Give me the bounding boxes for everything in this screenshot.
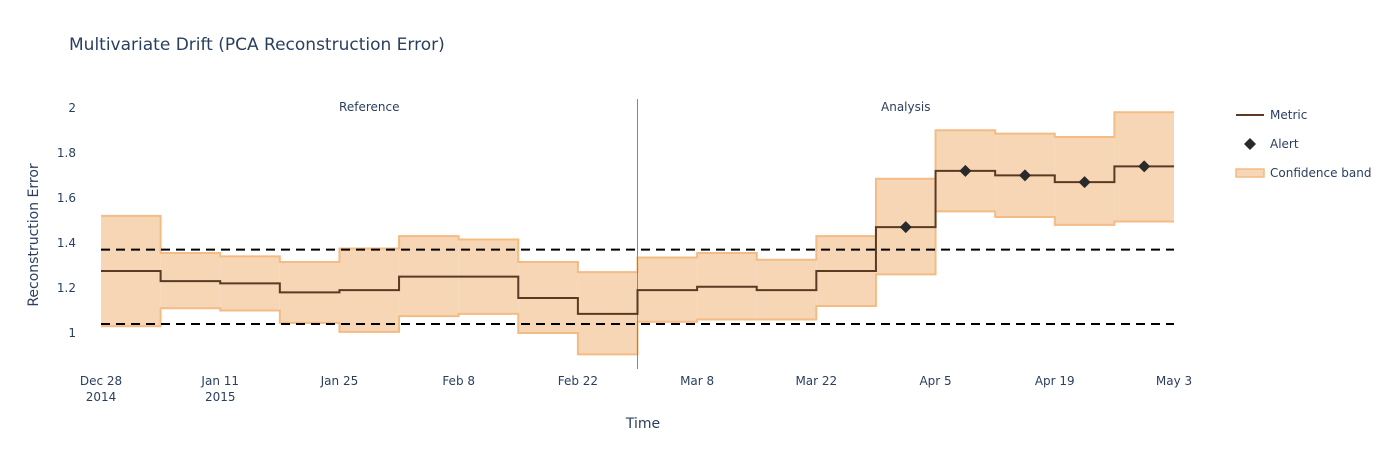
y-tick-label: 1 <box>68 326 76 340</box>
y-tick-label: 2 <box>68 101 76 115</box>
x-axis-title: Time <box>625 416 660 432</box>
alert-marker <box>1138 160 1151 173</box>
y-tick-label: 1.4 <box>57 236 76 250</box>
legend[interactable]: Metric Alert Confidence band <box>1235 108 1371 180</box>
legend-label-metric: Metric <box>1270 108 1307 122</box>
x-tick-sublabel: 2014 <box>86 390 117 404</box>
alert-marker <box>899 221 912 234</box>
legend-swatch-alert <box>1244 138 1256 150</box>
x-tick-label: Apr 19 <box>1035 374 1075 388</box>
x-tick-sublabel: 2015 <box>205 390 236 404</box>
period-labels: Reference Analysis <box>339 100 930 114</box>
legend-label-confidence-band: Confidence band <box>1270 166 1371 180</box>
y-axis-ticks: 1 1.2 1.4 1.6 1.8 2 <box>57 101 76 340</box>
alert-marker <box>959 164 972 177</box>
x-tick-label: Mar 22 <box>795 374 837 388</box>
x-tick-label: Dec 28 <box>80 374 122 388</box>
alert-marker <box>1078 176 1091 189</box>
y-tick-label: 1.8 <box>57 146 76 160</box>
x-tick-label: May 3 <box>1156 374 1192 388</box>
x-tick-label: Feb 22 <box>558 374 598 388</box>
x-tick-label: Apr 5 <box>919 374 951 388</box>
y-tick-label: 1.6 <box>57 191 76 205</box>
metric-line <box>101 165 1174 315</box>
plot-area <box>101 99 1174 369</box>
chart-title: Multivariate Drift (PCA Reconstruction E… <box>69 35 445 55</box>
alert-marker <box>1018 169 1031 182</box>
x-tick-label: Jan 25 <box>320 374 359 388</box>
x-tick-label: Feb 8 <box>442 374 475 388</box>
y-axis-title: Reconstruction Error <box>26 163 42 307</box>
legend-label-alert: Alert <box>1270 137 1299 151</box>
x-tick-label: Jan 11 <box>200 374 239 388</box>
x-tick-label: Mar 8 <box>680 374 714 388</box>
period-label: Analysis <box>881 100 930 114</box>
legend-swatch-confidence-band <box>1235 168 1265 178</box>
y-tick-label: 1.2 <box>57 281 76 295</box>
x-axis-ticks: Dec 28 2014 Jan 11 2015 Jan 25 Feb 8 Feb 22 Mar… <box>80 374 1192 404</box>
period-label: Reference <box>339 100 399 114</box>
